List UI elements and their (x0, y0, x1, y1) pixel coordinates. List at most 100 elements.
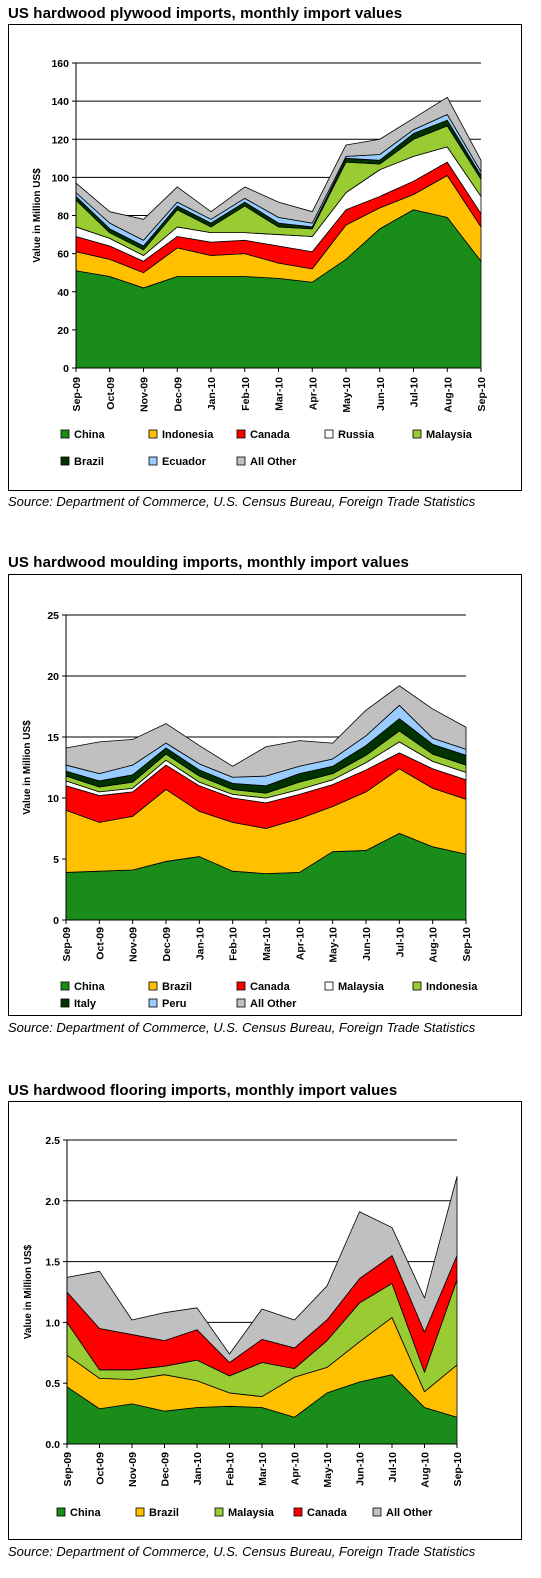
legend-label: Malaysia (338, 981, 385, 993)
legend-label: Brazil (74, 456, 104, 468)
y-tick-label: 2.5 (45, 1135, 60, 1147)
source-note: Source: Department of Commerce, U.S. Cen… (8, 494, 476, 509)
y-axis-title: Value in Million US$ (22, 720, 33, 815)
legend-label: China (70, 1507, 101, 1519)
x-tick-label: Jul-10 (387, 1452, 399, 1483)
chart-title: US hardwood plywood imports, monthly imp… (8, 5, 403, 22)
y-tick-label: 0 (53, 915, 59, 927)
x-tick-label: May-10 (341, 377, 353, 413)
x-tick-label: Jun-10 (355, 1452, 367, 1486)
legend-swatch (60, 998, 70, 1008)
y-tick-label: 140 (51, 96, 69, 108)
y-tick-label: 60 (57, 249, 69, 261)
x-tick-label: Jul-10 (394, 927, 406, 958)
y-tick-label: 0.0 (45, 1439, 60, 1451)
legend-label: Canada (250, 981, 291, 993)
legend-swatch (60, 456, 70, 466)
y-tick-label: 10 (47, 793, 59, 805)
x-tick-label: Sep-09 (61, 927, 73, 962)
legend-swatch (324, 981, 334, 991)
x-tick-label: Feb-10 (240, 377, 252, 411)
x-tick-label: Apr-10 (307, 377, 319, 410)
x-tick-label: Aug-10 (428, 927, 440, 963)
legend-swatch (236, 429, 246, 439)
x-tick-label: Jan-10 (192, 1452, 204, 1485)
x-tick-label: Jul-10 (409, 377, 421, 408)
source-note: Source: Department of Commerce, U.S. Cen… (8, 1020, 476, 1035)
legend-swatch (148, 429, 158, 439)
legend-swatch (372, 1507, 382, 1517)
y-axis-title: Value in Million US$ (32, 168, 43, 263)
y-tick-label: 2.0 (45, 1196, 60, 1208)
area-all-other (66, 1176, 458, 1363)
x-tick-label: Nov-09 (128, 927, 140, 962)
y-tick-label: 120 (51, 134, 69, 146)
y-tick-label: 15 (47, 732, 59, 744)
x-tick-label: Oct-09 (94, 927, 106, 960)
x-tick-label: Sep-09 (71, 377, 83, 412)
legend-label: All Other (386, 1507, 433, 1519)
legend-swatch (236, 981, 246, 991)
x-tick-label: Dec-09 (160, 1452, 172, 1487)
legend-label: Italy (74, 998, 97, 1010)
x-tick-label: Dec-09 (172, 377, 184, 412)
x-tick-label: Mar-10 (274, 377, 286, 411)
legend-label: Malaysia (228, 1507, 275, 1519)
legend-swatch (293, 1507, 303, 1517)
legend-label: Indonesia (162, 429, 214, 441)
x-tick-label: Aug-10 (420, 1452, 432, 1488)
x-tick-label: Apr-10 (294, 927, 306, 960)
legend-label: China (74, 429, 105, 441)
legend-swatch (56, 1507, 66, 1517)
flooring-chart: 0.0 0.5 1.0 1.5 2.0 2.5 Sep-09 Oct-09 Nov-09 Dec-… (23, 1135, 464, 1519)
source-note: Source: Department of Commerce, U.S. Cen… (8, 1544, 476, 1559)
chart-title: US hardwood flooring imports, monthly im… (8, 1082, 398, 1099)
area-all-other (75, 96, 482, 241)
legend-swatch (236, 456, 246, 466)
legend-label: Canada (250, 429, 291, 441)
legend-swatch (60, 429, 70, 439)
legend-swatch (412, 429, 422, 439)
legend-swatch (236, 998, 246, 1008)
legend-swatch (148, 456, 158, 466)
y-tick-label: 0 (63, 363, 69, 375)
y-tick-label: 20 (47, 671, 59, 683)
legend-label: Canada (307, 1507, 348, 1519)
x-tick-label: Jan-10 (206, 377, 218, 410)
x-tick-label: Aug-10 (442, 377, 454, 413)
y-tick-label: 80 (57, 211, 69, 223)
x-tick-label: Oct-09 (95, 1452, 107, 1485)
legend-label: China (74, 981, 105, 993)
y-axis-title: Value in Million US$ (23, 1244, 34, 1339)
legend-swatch (214, 1507, 224, 1517)
plywood-chart: 0 20 40 60 80 100 120 140 160 Sep-09 Oct-09 Nov-09 D… (32, 58, 488, 468)
x-tick-label: May-10 (322, 1452, 334, 1488)
legend-label: Malaysia (426, 429, 473, 441)
legend-label: All Other (250, 998, 297, 1010)
legend-label: Indonesia (426, 981, 478, 993)
legend-label: Russia (338, 429, 375, 441)
x-tick-label: Sep-10 (461, 927, 473, 962)
y-tick-label: 25 (47, 610, 59, 622)
legend-label: Brazil (162, 981, 192, 993)
y-tick-label: 5 (53, 854, 59, 866)
legend-swatch (60, 981, 70, 991)
x-tick-label: Sep-10 (452, 1452, 464, 1487)
legend-swatch (324, 429, 334, 439)
chart-frame: 0.0 0.5 1.0 1.5 2.0 2.5 Sep-09 Oct-09 Nov-09 Dec-… (8, 1101, 522, 1540)
legend-label: Peru (162, 998, 186, 1010)
y-tick-label: 1.5 (45, 1257, 60, 1269)
legend-label: All Other (250, 456, 297, 468)
x-tick-label: Mar-10 (257, 1452, 269, 1486)
y-tick-label: 160 (51, 58, 69, 70)
x-tick-label: Dec-09 (161, 927, 173, 962)
chart-title: US hardwood moulding imports, monthly im… (8, 554, 409, 571)
legend-swatch (135, 1507, 145, 1517)
y-tick-label: 40 (57, 287, 69, 299)
x-tick-label: Jun-10 (361, 927, 373, 961)
x-tick-label: Feb-10 (228, 927, 240, 961)
x-tick-label: Nov-09 (127, 1452, 139, 1487)
legend-swatch (148, 998, 158, 1008)
x-tick-label: May-10 (328, 927, 340, 963)
x-tick-label: Jun-10 (375, 377, 387, 411)
